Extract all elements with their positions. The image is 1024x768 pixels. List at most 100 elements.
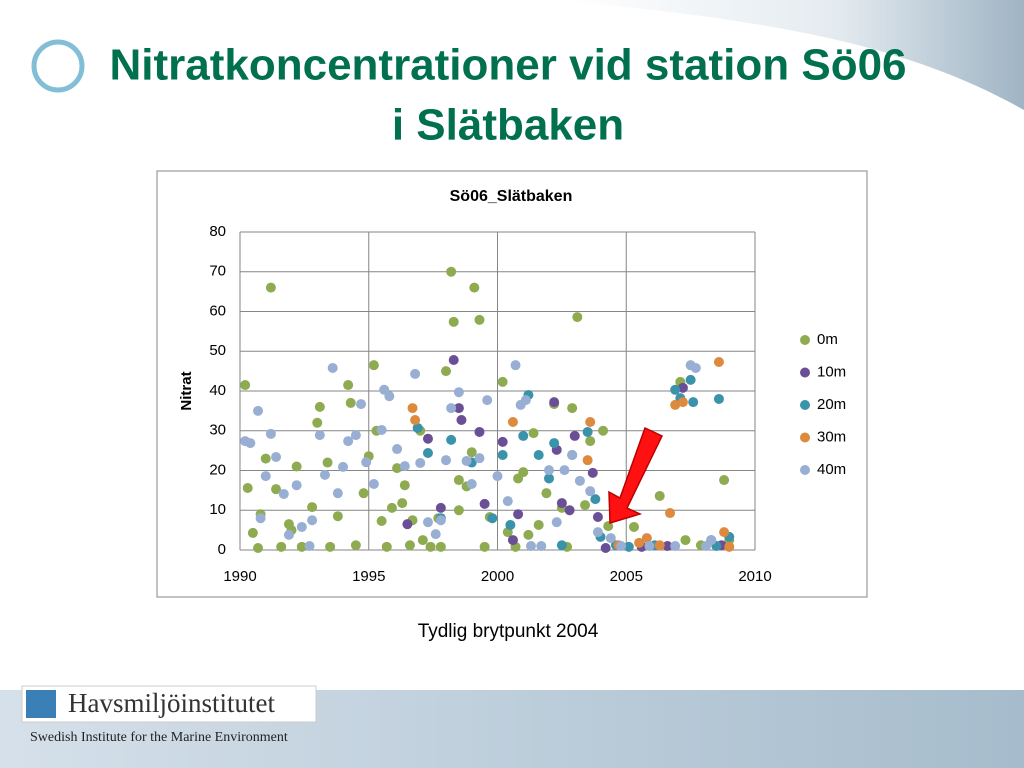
data-point	[446, 266, 457, 277]
data-point	[590, 494, 601, 505]
data-point	[446, 434, 457, 445]
data-point	[319, 469, 330, 480]
data-point	[399, 461, 410, 472]
legend-label: 0m	[817, 331, 838, 348]
legend-label: 40m	[817, 461, 846, 478]
y-tick-label: 80	[209, 223, 226, 240]
data-point	[688, 397, 699, 408]
data-point	[719, 475, 730, 486]
data-point	[332, 511, 343, 522]
data-point	[585, 436, 596, 447]
data-point	[544, 465, 554, 476]
data-point	[549, 438, 560, 449]
y-tick-label: 60	[209, 302, 226, 319]
data-point	[278, 488, 289, 499]
data-point	[368, 479, 379, 490]
data-point	[422, 433, 433, 444]
data-point	[343, 436, 354, 447]
data-point	[255, 513, 266, 524]
data-point	[245, 438, 256, 449]
data-point	[407, 403, 418, 414]
data-point	[327, 362, 338, 373]
y-axis-label: Nitrat	[178, 371, 195, 410]
y-tick-label: 40	[209, 382, 226, 399]
data-point	[690, 362, 701, 373]
data-point	[402, 519, 413, 530]
legend-label: 10m	[817, 363, 846, 380]
data-point	[474, 314, 485, 325]
data-point	[567, 449, 578, 460]
data-point	[525, 541, 536, 552]
data-point	[446, 403, 457, 414]
data-point	[533, 449, 544, 460]
y-tick-label: 0	[218, 541, 226, 558]
slide-title: i Slätbaken	[392, 101, 624, 150]
data-point	[533, 519, 544, 530]
data-point	[605, 533, 616, 544]
data-point	[644, 541, 655, 552]
x-tick-label: 1990	[223, 568, 256, 585]
data-point	[487, 513, 498, 524]
y-tick-label: 30	[209, 422, 226, 439]
data-point	[482, 395, 493, 406]
data-point	[358, 488, 369, 499]
data-point	[502, 496, 513, 507]
caption: Tydlig brytpunkt 2004	[418, 621, 599, 642]
data-point	[551, 517, 562, 528]
data-point	[410, 368, 421, 379]
data-point	[422, 448, 433, 459]
y-tick-label: 10	[209, 501, 226, 518]
data-point	[392, 463, 403, 474]
data-point	[417, 535, 428, 546]
data-point	[670, 399, 681, 410]
data-point	[260, 471, 271, 482]
data-point	[665, 508, 676, 519]
data-point	[453, 387, 464, 398]
data-point	[479, 541, 490, 552]
partner-logo	[31, 39, 85, 93]
data-point	[706, 535, 717, 546]
data-point	[497, 436, 508, 447]
footer-subtitle: Swedish Institute for the Marine Environ…	[30, 730, 288, 745]
data-point	[518, 430, 529, 441]
data-point	[680, 535, 691, 546]
data-point	[641, 533, 652, 544]
y-tick-label: 20	[209, 461, 226, 478]
data-point	[404, 540, 415, 551]
data-point	[350, 430, 361, 441]
data-point	[580, 500, 591, 511]
legend-label: 30m	[817, 428, 846, 445]
data-point	[376, 515, 387, 526]
data-point	[381, 541, 392, 552]
data-point	[338, 461, 348, 472]
data-point	[296, 521, 307, 532]
data-point	[242, 482, 253, 493]
data-point	[587, 467, 598, 478]
legend-label: 20m	[817, 396, 846, 413]
chart-title: Sö06_Slätbaken	[450, 188, 573, 205]
data-point	[585, 417, 596, 428]
data-point	[307, 515, 318, 526]
data-point	[386, 502, 397, 513]
data-point	[518, 467, 529, 478]
data-point	[574, 475, 585, 486]
data-point	[453, 403, 464, 414]
data-point	[312, 417, 323, 428]
data-point	[523, 529, 534, 540]
data-point	[507, 535, 518, 546]
header-swoosh	[560, 0, 1024, 110]
data-point	[513, 509, 524, 520]
data-point	[556, 498, 567, 509]
data-point	[415, 457, 426, 468]
data-point	[670, 541, 681, 552]
data-point	[291, 461, 302, 472]
data-point	[623, 541, 634, 552]
data-point	[412, 422, 423, 433]
data-point	[528, 428, 539, 439]
data-point	[654, 490, 665, 501]
data-point	[592, 527, 603, 538]
data-point	[240, 380, 251, 391]
data-point	[670, 384, 681, 395]
data-point	[271, 484, 282, 495]
x-tick-label: 1995	[352, 568, 385, 585]
